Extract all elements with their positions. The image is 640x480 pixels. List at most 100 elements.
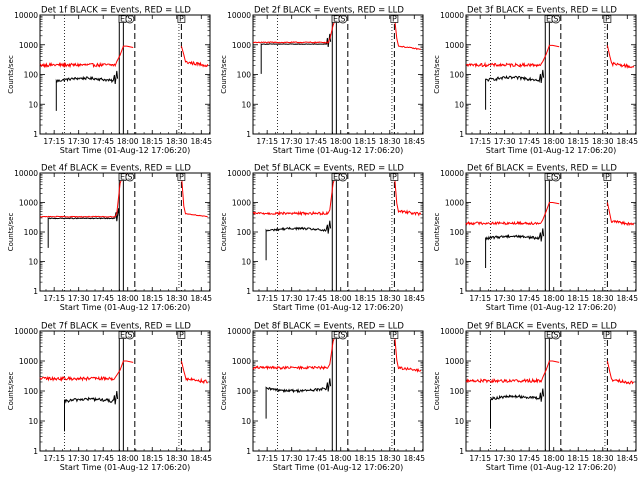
x-tick-label: 18:15	[567, 137, 589, 146]
panel-title: Det 5f BLACK = Events, RED = LLD	[254, 164, 404, 174]
series-lld-after-line	[180, 360, 208, 385]
marker-label-s: S	[340, 331, 345, 340]
series-events-line	[260, 33, 332, 74]
y-tick-label: 10	[241, 258, 251, 267]
x-tick-label: 18:45	[616, 137, 638, 146]
plot-frame	[39, 172, 211, 292]
marker-label-e: E	[546, 331, 551, 340]
marker-box-p	[390, 331, 399, 339]
y-tick-label: 1000	[445, 357, 464, 366]
x-tick-label: 18:30	[592, 454, 614, 463]
x-tick-label: 18:45	[190, 454, 212, 463]
x-tick-label: 18:15	[354, 137, 376, 146]
y-axis-label: Counts/sec	[7, 213, 15, 252]
marker-box-p	[177, 173, 186, 181]
x-tick-label: 18:45	[616, 454, 638, 463]
marker-label-p: P	[179, 331, 184, 340]
x-tick-label: 18:45	[616, 294, 638, 303]
y-tick-label: 100	[237, 387, 252, 396]
x-tick-label: 17:15	[469, 137, 491, 146]
y-tick-label: 10000	[14, 11, 38, 20]
x-tick-label: 18:00	[330, 294, 352, 303]
x-tick-label: 17:45	[92, 137, 114, 146]
y-tick-label: 10	[28, 100, 38, 109]
marker-label-p: P	[179, 173, 184, 182]
series-lld-after-line	[180, 45, 209, 68]
x-tick-label: 17:30	[281, 294, 303, 303]
panel-6: Det 6f BLACK = Events, RED = LLD 1 10 100 10…	[433, 164, 638, 313]
x-tick-label: 18:00	[117, 137, 139, 146]
series-lld-after-line	[393, 174, 422, 217]
x-tick-label: 17:30	[494, 137, 516, 146]
marker-box-p	[177, 331, 186, 339]
marker-circle-s	[551, 172, 561, 182]
x-axis-label: Start Time (01-Aug-12 17:06:20)	[273, 463, 404, 472]
x-tick-label: 18:15	[141, 137, 163, 146]
y-tick-label: 100	[237, 228, 252, 237]
marker-label-s: S	[340, 15, 345, 24]
y-tick-label: 1000	[232, 357, 251, 366]
y-tick-label: 1	[459, 287, 464, 296]
y-tick-label: 1	[33, 447, 38, 456]
series-lld-line	[252, 331, 347, 371]
series-lld-after-line	[393, 332, 422, 373]
panel-title: Det 6f BLACK = Events, RED = LLD	[467, 164, 617, 174]
x-tick-label: 18:45	[190, 137, 212, 146]
x-tick-label: 18:00	[117, 294, 139, 303]
y-axis-label: Counts/sec	[220, 372, 228, 411]
marker-box-p	[603, 331, 612, 339]
y-tick-label: 10000	[14, 169, 38, 178]
series-lld-after-line	[180, 174, 208, 218]
x-tick-label: 18:00	[543, 137, 565, 146]
x-tick-label: 17:45	[92, 294, 114, 303]
marker-circle-s	[338, 330, 348, 340]
marker-box-p	[177, 15, 186, 23]
series-events-line	[485, 228, 545, 268]
y-tick-label: 100	[450, 228, 465, 237]
x-tick-label: 17:15	[469, 454, 491, 463]
x-axis-label: Start Time (01-Aug-12 17:06:20)	[60, 303, 191, 312]
x-tick-label: 17:15	[43, 137, 65, 146]
panel-title: Det 4f BLACK = Events, RED = LLD	[41, 164, 191, 174]
x-tick-label: 17:15	[469, 294, 491, 303]
y-tick-label: 10	[454, 100, 464, 109]
x-axis-label: Start Time (01-Aug-12 17:06:20)	[486, 463, 617, 472]
y-axis-label: Counts/sec	[433, 372, 441, 411]
x-tick-label: 18:45	[403, 137, 425, 146]
marker-circle-s	[338, 14, 348, 24]
x-tick-label: 18:30	[166, 137, 188, 146]
x-tick-label: 17:15	[43, 454, 65, 463]
series-lld-after-line	[606, 360, 634, 385]
marker-circle-s	[125, 14, 135, 24]
y-axis-label: Counts/sec	[7, 372, 15, 411]
y-tick-label: 1000	[445, 199, 464, 208]
x-tick-label: 18:45	[403, 294, 425, 303]
marker-label-p: P	[605, 15, 610, 24]
plot-frame	[465, 330, 637, 452]
x-tick-label: 18:00	[543, 454, 565, 463]
marker-label-s: S	[553, 173, 558, 182]
x-tick-label: 17:15	[256, 294, 278, 303]
panel-title: Det 3f BLACK = Events, RED = LLD	[467, 6, 617, 16]
marker-label-e: E	[546, 15, 551, 24]
y-tick-label: 10	[28, 258, 38, 267]
panel-2: Det 2f BLACK = Events, RED = LLD 1 10 100 10…	[220, 6, 425, 156]
marker-label-s: S	[553, 15, 558, 24]
x-tick-label: 18:15	[141, 294, 163, 303]
marker-label-s: S	[340, 173, 345, 182]
x-tick-label: 18:30	[379, 294, 401, 303]
marker-label-p: P	[179, 15, 184, 24]
x-tick-label: 18:30	[166, 454, 188, 463]
plot-frame	[465, 14, 637, 135]
marker-label-s: S	[127, 331, 132, 340]
y-tick-label: 1000	[445, 41, 464, 50]
x-tick-label: 18:30	[379, 454, 401, 463]
y-tick-label: 1000	[232, 41, 251, 50]
y-tick-label: 1	[33, 130, 38, 139]
panel-title: Det 2f BLACK = Events, RED = LLD	[254, 6, 404, 16]
series-lld-line	[465, 44, 560, 69]
plot-frame	[252, 172, 424, 292]
y-tick-label: 100	[24, 71, 39, 80]
marker-label-p: P	[392, 331, 397, 340]
x-tick-label: 17:45	[518, 454, 540, 463]
